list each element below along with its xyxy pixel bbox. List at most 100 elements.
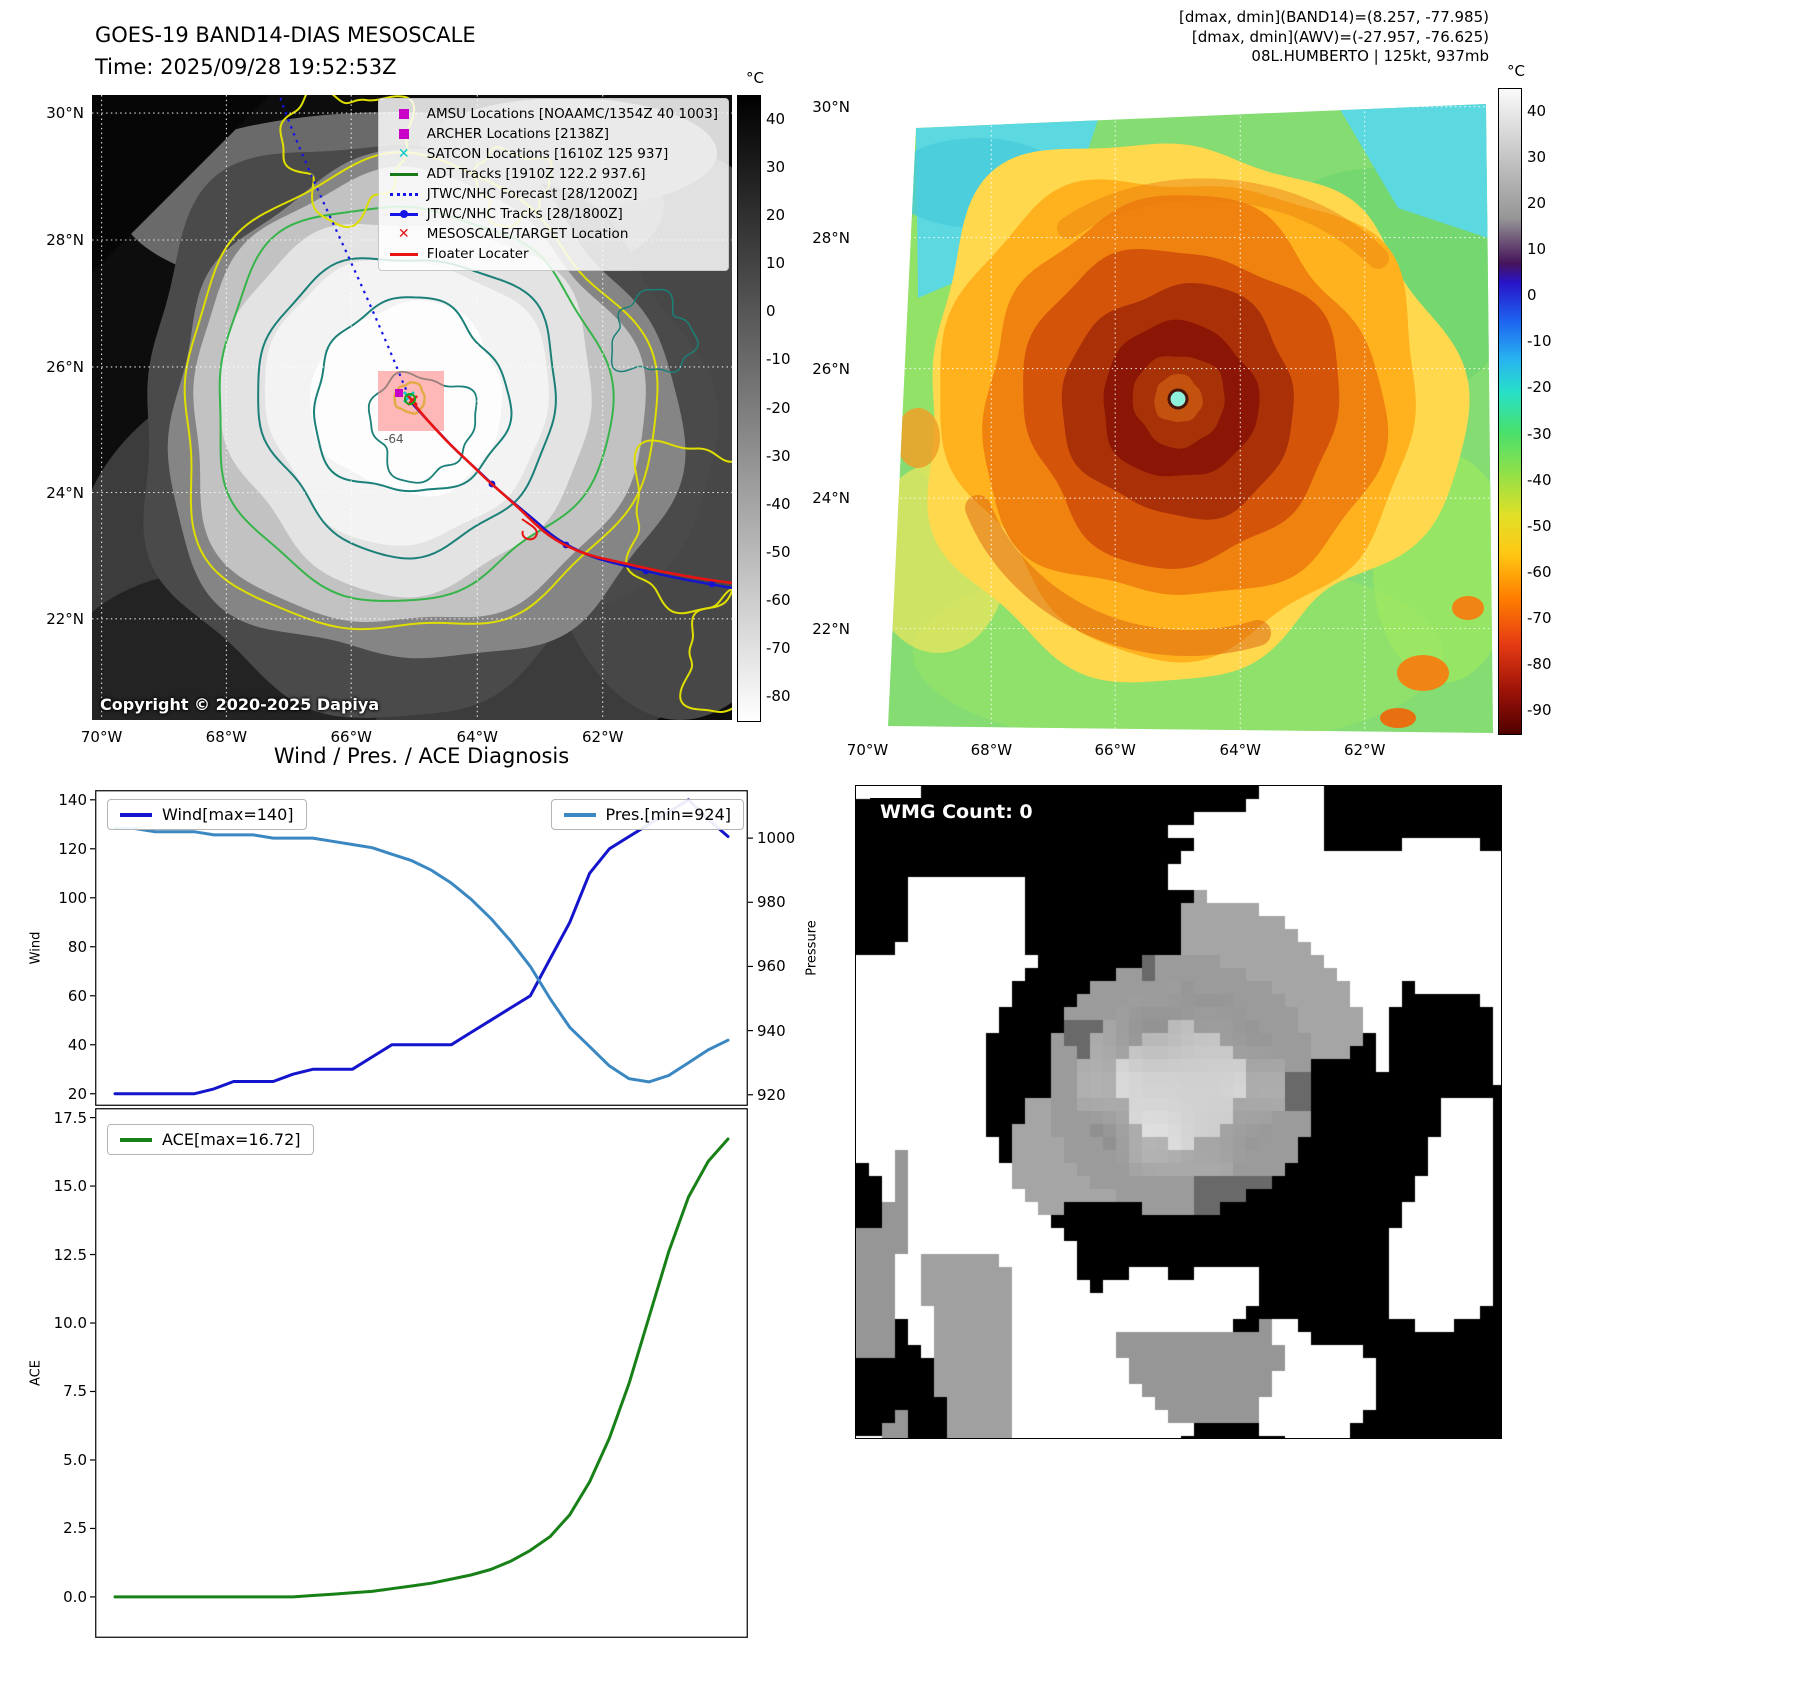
band14-lat-tick: 22°N <box>46 609 84 628</box>
awv-lat-tick: 22°N <box>812 619 850 638</box>
band14-colorbar-tick: -30 <box>766 446 791 465</box>
chart-ytick: 0.0 <box>63 1587 87 1606</box>
band14-title-block: GOES-19 BAND14-DIAS MESOSCALE Time: 2025… <box>95 20 476 83</box>
legend-item-label: SATCON Locations [1610Z 125 937] <box>426 146 669 163</box>
band14-lon-tick: 62°W <box>582 728 624 746</box>
chart-ytick: 100 <box>58 888 87 907</box>
storm-id-intensity: 08L.HUMBERTO | 125kt, 937mb <box>1251 47 1489 65</box>
chart-ytick: 140 <box>58 790 87 809</box>
pressure-legend-label: Pres.[min=924] <box>605 805 731 824</box>
band14-lat-tick: 28°N <box>46 231 84 249</box>
awv-lon-tick: 62°W <box>1344 741 1386 759</box>
copyright-watermark: Copyright © 2020-2025 Dapiya <box>100 695 380 714</box>
awv-lat-tick: 24°N <box>812 489 850 508</box>
band14-colorbar <box>737 95 761 722</box>
diagnosis-title: Wind / Pres. / ACE Diagnosis <box>273 744 570 768</box>
awv-lon-tick: 66°W <box>1094 741 1136 759</box>
chart-ytick: 60 <box>67 986 87 1005</box>
awv-lon-tick: 70°W <box>846 741 889 759</box>
chart-ytick: 7.5 <box>63 1382 87 1401</box>
legend-item-label: ARCHER Locations [2138Z] <box>426 125 610 142</box>
pressure-legend-line-icon <box>563 812 596 817</box>
band14-lat-tick: 26°N <box>46 357 84 376</box>
legend-line-marker-icon <box>389 209 419 218</box>
band14-lat-tick: 30°N <box>46 104 84 123</box>
band14-lon-tick: 70°W <box>80 728 123 746</box>
awv-lat-tick: 30°N <box>812 97 850 116</box>
legend-dotted-line-icon <box>389 193 419 197</box>
amsu-marker-icon <box>395 389 403 397</box>
legend-item: ✕ MESOSCALE/TARGET Location <box>389 226 718 244</box>
cold-cyan-patch <box>1338 104 1488 238</box>
wind-axis-label: Wind <box>28 931 44 965</box>
band14-colorbar-tick: 40 <box>766 110 786 129</box>
legend-item-label: AMSU Locations [NOAAMC/1354Z 40 1003] <box>426 106 718 122</box>
floater-track <box>408 397 732 585</box>
wmg-count-label: WMG Count: 0 <box>870 798 1043 826</box>
chart-ytick: 40 <box>67 1035 87 1054</box>
chart-ytick: 120 <box>58 839 87 858</box>
awv-colorbar-tick: 40 <box>1527 102 1547 121</box>
awv-colorbar-tick: -30 <box>1527 424 1552 443</box>
legend-item: ADT Tracks [1910Z 122.2 937.6] <box>389 166 718 183</box>
chart-ytick: 2.5 <box>63 1519 87 1538</box>
wmg-panel: WMG Count: 0 <box>855 785 1502 1439</box>
awv-colorbar-tick: 20 <box>1527 194 1547 213</box>
chart-ytick: 15.0 <box>53 1177 87 1196</box>
awv-lon-tick: 68°W <box>970 741 1013 759</box>
dmax-dmin-awv-readout: [dmax, dmin](AWV)=(-27.957, -76.625) <box>1191 27 1489 46</box>
band14-colorbar-tick: 10 <box>766 254 786 273</box>
ace-legend-line-icon <box>120 1137 152 1142</box>
storm-center-markers <box>395 389 418 406</box>
chart-ytick-right: 980 <box>757 893 786 912</box>
legend-line-icon <box>389 173 419 177</box>
legend-item-label: ADT Tracks [1910Z 122.2 937.6] <box>426 166 646 183</box>
band14-lon-tick: 64°W <box>456 728 498 746</box>
awv-lon-tick: 64°W <box>1219 741 1261 759</box>
awv-colorbar-tick: 30 <box>1527 148 1547 167</box>
legend-x-icon: ✕ <box>397 225 410 242</box>
chart-ytick-right: 1000 <box>757 829 796 848</box>
legend-item: Floater Locater <box>389 246 718 263</box>
chart-ytick-right: 920 <box>757 1085 786 1104</box>
chart-ytick: 5.0 <box>63 1450 87 1469</box>
wmg-image <box>856 786 1501 1438</box>
band14-colorbar-unit: °C <box>746 69 764 87</box>
awv-lat-tick: 28°N <box>812 228 850 247</box>
band14-map-legend: AMSU Locations [NOAAMC/1354Z 40 1003] ARC… <box>377 98 729 272</box>
legend-item: AMSU Locations [NOAAMC/1354Z 40 1003] <box>389 106 718 123</box>
awv-colorbar <box>1498 88 1522 735</box>
legend-item: JTWC/NHC Tracks [28/1800Z] <box>389 206 718 223</box>
pressure-axis-label: Pressure <box>804 920 820 976</box>
scan-sector-edge <box>92 95 270 273</box>
awv-colorbar-tick: -20 <box>1527 378 1552 397</box>
ace-legend-label: ACE[max=16.72] <box>162 1130 301 1149</box>
legend-item: JTWC/NHC Forecast [28/1200Z] <box>389 186 718 203</box>
band14-colorbar-tick: 30 <box>766 158 786 177</box>
chart-ytick: 17.5 <box>53 1108 87 1127</box>
band14-colorbar-tick: -60 <box>766 590 791 609</box>
legend-item: ✕ SATCON Locations [1610Z 125 937] <box>389 146 718 164</box>
legend-square-icon <box>389 129 419 140</box>
band14-colorbar-tick: -10 <box>766 350 791 369</box>
awv-colorbar-tick: -60 <box>1527 562 1552 581</box>
awv-colorbar-tick: -40 <box>1527 470 1552 489</box>
legend-item: ARCHER Locations [2138Z] <box>389 126 718 143</box>
ace-legend: ACE[max=16.72] <box>107 1124 314 1155</box>
band14-colorbar-tick: -80 <box>766 686 791 705</box>
wind-pressure-chart <box>90 790 753 1106</box>
legend-line-icon <box>389 253 419 257</box>
band14-colorbar-tick: -50 <box>766 542 791 561</box>
band14-time: Time: 2025/09/28 19:52:53Z <box>95 54 397 79</box>
hurricane-eye <box>1167 388 1189 410</box>
awv-data-region <box>888 104 1493 733</box>
awv-colorbar-unit: °C <box>1507 62 1525 80</box>
legend-square-icon <box>389 109 419 120</box>
chart-ytick-right: 960 <box>757 957 786 976</box>
chart-ytick-right: 940 <box>757 1021 786 1040</box>
awv-colorbar-tick: -50 <box>1527 516 1552 535</box>
awv-colorbar-tick: -10 <box>1527 332 1552 351</box>
wind-legend: Wind[max=140] <box>107 799 307 830</box>
band14-colorbar-tick: -40 <box>766 494 791 513</box>
